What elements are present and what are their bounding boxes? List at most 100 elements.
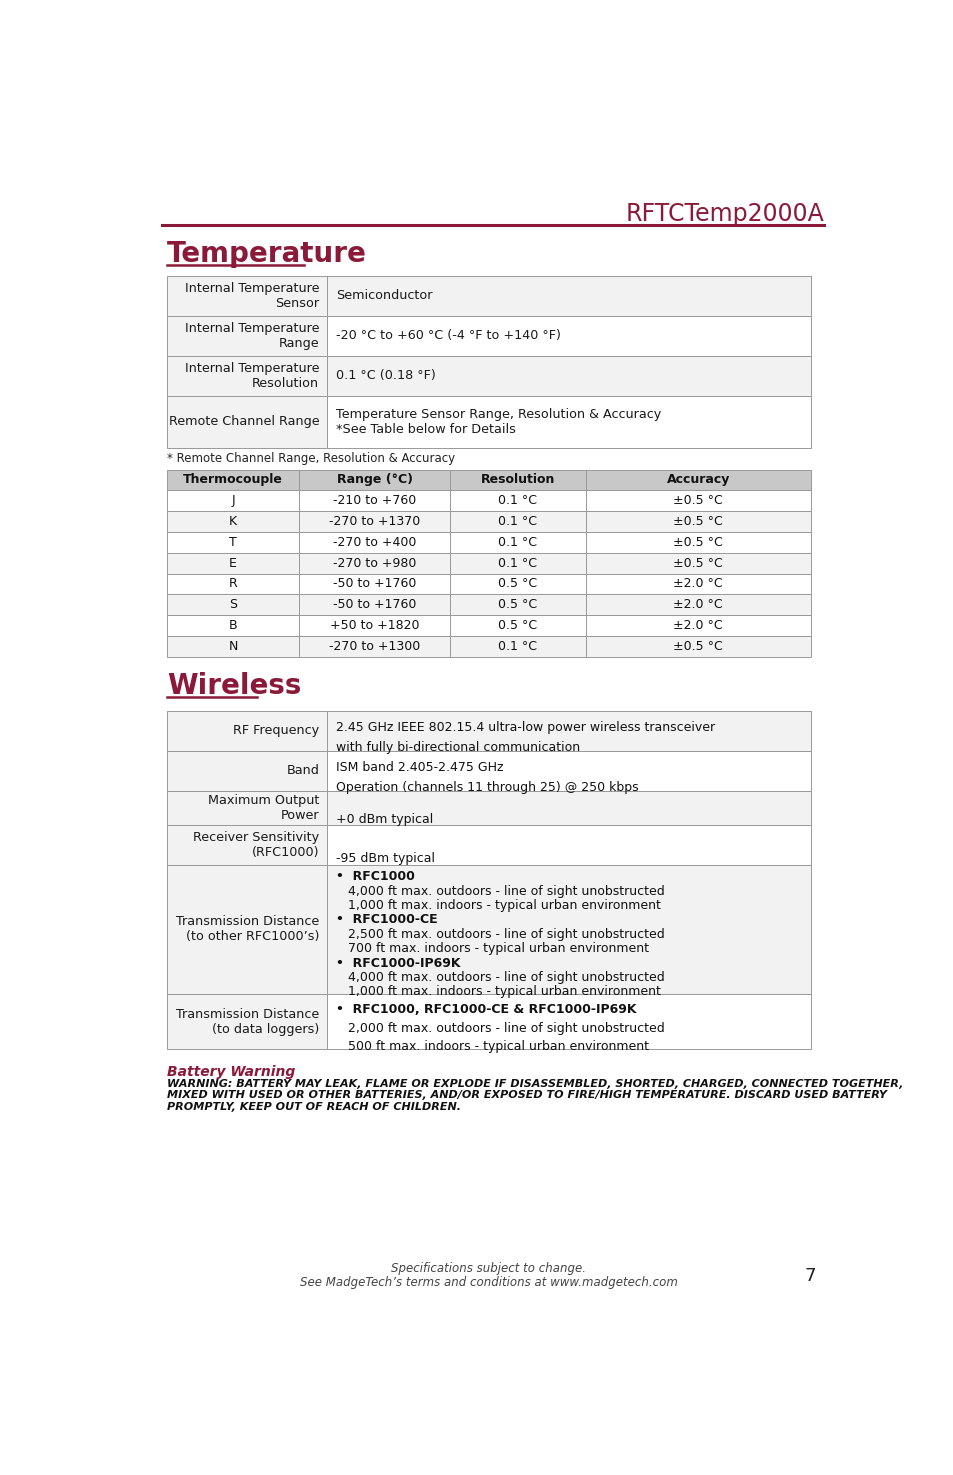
Bar [450, 469, 585, 490]
Bar [450, 574, 585, 594]
Text: RFTCTemp2000A: RFTCTemp2000A [625, 202, 823, 226]
Text: 0.1 °C: 0.1 °C [498, 556, 537, 569]
Text: Battery Warning: Battery Warning [167, 1065, 295, 1078]
Text: Resolution: Resolution [480, 473, 555, 487]
Bar [167, 316, 327, 355]
Bar [450, 512, 585, 532]
Text: Transmission Distance
(to data loggers): Transmission Distance (to data loggers) [175, 1007, 319, 1035]
Text: N: N [229, 640, 237, 653]
Bar [167, 574, 298, 594]
Bar [327, 791, 810, 825]
Text: 0.1 °C: 0.1 °C [498, 535, 537, 549]
Bar [298, 615, 450, 636]
Text: S: S [229, 599, 237, 611]
Text: ±2.0 °C: ±2.0 °C [673, 620, 722, 631]
Text: * Remote Channel Range, Resolution & Accuracy: * Remote Channel Range, Resolution & Acc… [167, 453, 455, 465]
Bar [450, 615, 585, 636]
Text: Temperature Sensor Range, Resolution & Accuracy
*See Table below for Details: Temperature Sensor Range, Resolution & A… [335, 409, 660, 435]
Text: 2,000 ft max. outdoors - line of sight unobstructed: 2,000 ft max. outdoors - line of sight u… [335, 1022, 664, 1034]
Text: 0.5 °C: 0.5 °C [497, 620, 537, 631]
Bar [585, 532, 810, 553]
Text: RF Frequency: RF Frequency [233, 724, 319, 738]
Bar [585, 594, 810, 615]
Text: •  RFC1000-IP69K: • RFC1000-IP69K [335, 957, 460, 969]
Bar [167, 751, 327, 791]
Bar [450, 532, 585, 553]
Text: E: E [229, 556, 237, 569]
Text: with fully bi-directional communication: with fully bi-directional communication [335, 740, 579, 754]
Text: Accuracy: Accuracy [666, 473, 729, 487]
Text: •  RFC1000-CE: • RFC1000-CE [335, 913, 437, 926]
Text: ±0.5 °C: ±0.5 °C [673, 535, 722, 549]
Text: 4,000 ft max. outdoors - line of sight unobstructed: 4,000 ft max. outdoors - line of sight u… [335, 885, 664, 898]
Text: 2,500 ft max. outdoors - line of sight unobstructed: 2,500 ft max. outdoors - line of sight u… [335, 928, 664, 941]
Text: Receiver Sensitivity
(RFC1000): Receiver Sensitivity (RFC1000) [193, 830, 319, 858]
Text: Maximum Output
Power: Maximum Output Power [208, 794, 319, 822]
Text: B: B [229, 620, 237, 631]
Text: ±2.0 °C: ±2.0 °C [673, 577, 722, 590]
Text: Remote Channel Range: Remote Channel Range [169, 416, 319, 428]
Bar [167, 395, 327, 448]
Text: 700 ft max. indoors - typical urban environment: 700 ft max. indoors - typical urban envi… [335, 943, 649, 956]
Bar [167, 532, 298, 553]
Text: 1,000 ft max. indoors - typical urban environment: 1,000 ft max. indoors - typical urban en… [335, 985, 660, 999]
Text: Internal Temperature
Range: Internal Temperature Range [185, 322, 319, 350]
Text: 2.45 GHz IEEE 802.15.4 ultra-low power wireless transceiver: 2.45 GHz IEEE 802.15.4 ultra-low power w… [335, 721, 715, 735]
Bar [585, 512, 810, 532]
Text: 500 ft max. indoors - typical urban environment: 500 ft max. indoors - typical urban envi… [335, 1040, 649, 1053]
Bar [298, 512, 450, 532]
Bar [327, 276, 810, 316]
Text: 0.1 °C: 0.1 °C [498, 515, 537, 528]
Text: ±0.5 °C: ±0.5 °C [673, 515, 722, 528]
Text: ±0.5 °C: ±0.5 °C [673, 494, 722, 507]
Bar [585, 553, 810, 574]
Text: Wireless: Wireless [167, 673, 301, 701]
Bar [327, 316, 810, 355]
Text: ±0.5 °C: ±0.5 °C [673, 556, 722, 569]
Text: -270 to +980: -270 to +980 [333, 556, 416, 569]
Text: -50 to +1760: -50 to +1760 [333, 577, 416, 590]
Bar [450, 636, 585, 656]
Text: 7: 7 [804, 1267, 816, 1285]
Bar [585, 469, 810, 490]
Text: Internal Temperature
Sensor: Internal Temperature Sensor [185, 282, 319, 310]
Text: -50 to +1760: -50 to +1760 [333, 599, 416, 611]
Text: J: J [232, 494, 234, 507]
Bar [450, 490, 585, 512]
Bar [167, 825, 327, 864]
Bar [167, 469, 298, 490]
Bar [298, 532, 450, 553]
Text: •  RFC1000, RFC1000-CE & RFC1000-IP69K: • RFC1000, RFC1000-CE & RFC1000-IP69K [335, 1003, 636, 1016]
Text: Temperature: Temperature [167, 240, 367, 268]
Bar [327, 711, 810, 751]
Text: 1,000 ft max. indoors - typical urban environment: 1,000 ft max. indoors - typical urban en… [335, 900, 660, 912]
Text: 0.5 °C: 0.5 °C [497, 599, 537, 611]
Text: ±0.5 °C: ±0.5 °C [673, 640, 722, 653]
Bar [585, 490, 810, 512]
Text: -95 dBm typical: -95 dBm typical [335, 853, 435, 866]
Bar [298, 636, 450, 656]
Bar [585, 574, 810, 594]
Bar [327, 864, 810, 994]
Bar [167, 594, 298, 615]
Text: Band: Band [286, 764, 319, 777]
Bar [167, 711, 327, 751]
Bar [298, 594, 450, 615]
Text: ISM band 2.405-2.475 GHz: ISM band 2.405-2.475 GHz [335, 761, 503, 774]
Text: 4,000 ft max. outdoors - line of sight unobstructed: 4,000 ft max. outdoors - line of sight u… [335, 971, 664, 984]
Text: 0.5 °C: 0.5 °C [497, 577, 537, 590]
Bar [450, 594, 585, 615]
Text: R: R [229, 577, 237, 590]
Text: See MadgeTech’s terms and conditions at www.madgetech.com: See MadgeTech’s terms and conditions at … [299, 1276, 678, 1289]
Text: WARNING: BATTERY MAY LEAK, FLAME OR EXPLODE IF DISASSEMBLED, SHORTED, CHARGED, C: WARNING: BATTERY MAY LEAK, FLAME OR EXPL… [167, 1078, 902, 1112]
Bar [167, 636, 298, 656]
Text: 0.1 °C: 0.1 °C [498, 640, 537, 653]
Text: 0.1 °C: 0.1 °C [498, 494, 537, 507]
Text: Transmission Distance
(to other RFC1000’s): Transmission Distance (to other RFC1000’… [175, 916, 319, 944]
Bar [450, 553, 585, 574]
Text: Specifications subject to change.: Specifications subject to change. [391, 1263, 586, 1276]
Bar [167, 994, 327, 1049]
Bar [298, 469, 450, 490]
Bar [167, 276, 327, 316]
Bar [167, 490, 298, 512]
